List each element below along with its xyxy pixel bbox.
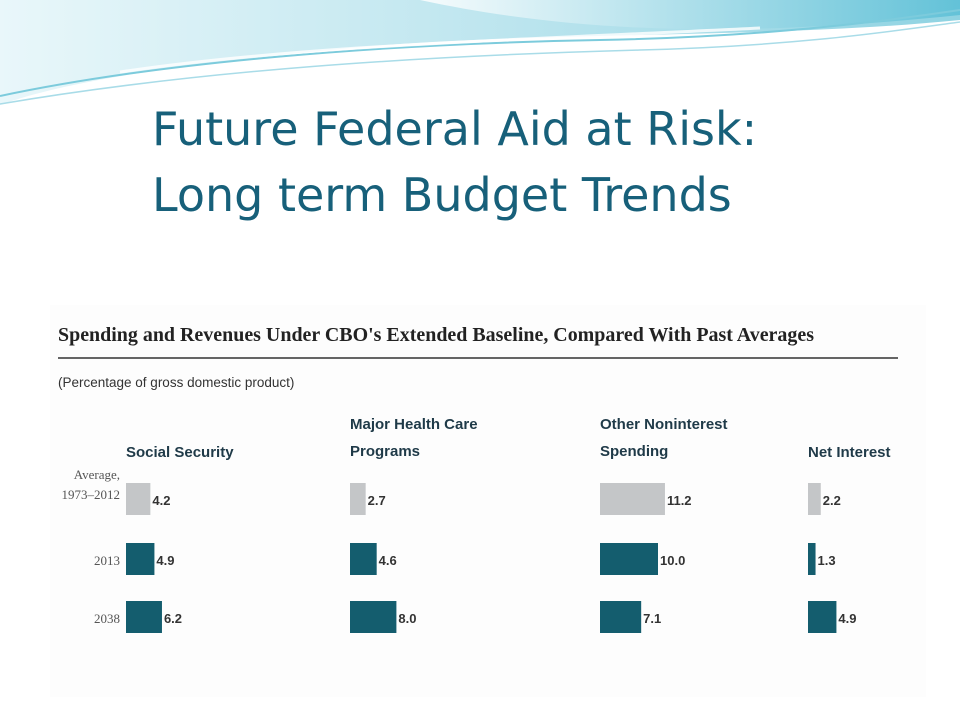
panel-heading-line: Other Noninterest [600, 416, 728, 433]
category-label-line: Average, [74, 467, 120, 482]
bar-value-label: 8.0 [398, 611, 416, 626]
chart-marks: Average, 1973–2012 2013 2038 Social Security… [62, 416, 891, 633]
category-label-line: 2013 [94, 553, 120, 568]
bar [808, 543, 816, 575]
category-label: 2038 [94, 611, 120, 626]
bar-value-label: 1.3 [818, 553, 836, 568]
panel-heading-line: Major Health Care [350, 416, 478, 433]
bar-value-label: 11.2 [667, 493, 692, 508]
bar-value-label: 4.9 [838, 611, 856, 626]
chart-title: Spending and Revenues Under CBO's Extend… [58, 324, 814, 346]
bar [600, 601, 642, 633]
budget-chart: Spending and Revenues Under CBO's Extend… [58, 324, 898, 633]
bar [126, 483, 151, 515]
bar [600, 483, 665, 515]
bar [808, 483, 821, 515]
slide-title: Future Federal Aid at Risk: Long term Bu… [152, 96, 912, 228]
panel-heading: Major Health Care Programs [350, 416, 478, 460]
category-label-line: 1973–2012 [62, 487, 121, 502]
category-label: 2013 [94, 553, 120, 568]
panel-heading-line: Net Interest [808, 444, 891, 461]
bar [808, 601, 837, 633]
bar-value-label: 2.2 [823, 493, 841, 508]
decorative-wave-header [0, 0, 960, 105]
category-label: Average, 1973–2012 [62, 467, 121, 502]
bar-value-label: 4.2 [152, 493, 170, 508]
category-label-line: 2038 [94, 611, 120, 626]
chart-panel: Spending and Revenues Under CBO's Extend… [50, 305, 926, 697]
bar [126, 601, 162, 633]
bar [126, 543, 155, 575]
bar [350, 601, 397, 633]
slide-title-line-1: Future Federal Aid at Risk: [152, 102, 758, 156]
panel-heading-line: Spending [600, 443, 668, 460]
bar [350, 483, 366, 515]
panel-heading: Social Security [126, 444, 234, 461]
bar [350, 543, 377, 575]
panel-heading: Net Interest [808, 444, 891, 461]
slide-title-line-2: Long term Budget Trends [152, 168, 732, 222]
panel-heading-line: Social Security [126, 444, 234, 461]
chart-subtitle: (Percentage of gross domestic product) [58, 375, 294, 390]
bar-value-label: 10.0 [660, 553, 685, 568]
panel-heading-line: Programs [350, 443, 420, 460]
bar [600, 543, 658, 575]
bar-value-label: 2.7 [368, 493, 386, 508]
panel-heading: Other Noninterest Spending [600, 416, 728, 460]
bar-value-label: 6.2 [164, 611, 182, 626]
bar-value-label: 4.9 [156, 553, 174, 568]
bar-value-label: 4.6 [379, 553, 397, 568]
bar-value-label: 7.1 [643, 611, 661, 626]
